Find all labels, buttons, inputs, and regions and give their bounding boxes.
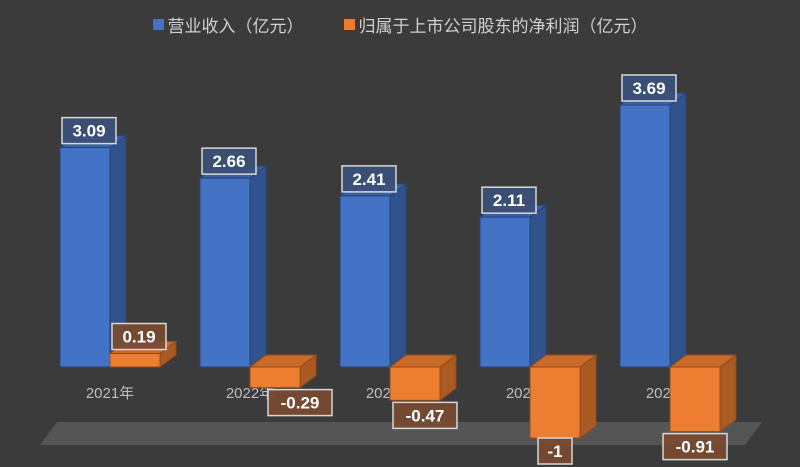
data-label: 3.09 (72, 122, 105, 141)
bar-side (669, 92, 687, 368)
legend-swatch-revenue (152, 19, 164, 30)
data-label-box (267, 388, 333, 417)
data-label-box (392, 401, 458, 430)
category-label: 2021年 (86, 385, 134, 402)
net-profit-bar (669, 366, 721, 433)
legend-item-net-profit: 归属于上市公司股东的净利润（亿元） (343, 12, 648, 37)
data-label: 3.69 (632, 79, 665, 98)
data-label: 2.41 (352, 170, 385, 189)
legend-label-revenue: 营业收入（亿元） (167, 17, 304, 37)
data-label-box (201, 147, 257, 175)
data-label-box (621, 74, 677, 102)
revenue-bar (619, 104, 671, 368)
net-profit-bar (389, 366, 441, 401)
data-label-box (111, 322, 167, 351)
category-label: 2022年 (226, 385, 274, 402)
bar-side (389, 182, 407, 368)
net-profit-bar (529, 366, 581, 439)
data-label-box (537, 437, 573, 465)
data-label: -0.91 (676, 438, 715, 457)
legend-item-revenue: 营业收入（亿元） (152, 12, 304, 37)
data-label: -0.29 (281, 394, 320, 413)
data-label-box (341, 165, 397, 193)
data-label-box (61, 116, 117, 145)
bar-side (719, 354, 737, 433)
data-label-box (481, 186, 537, 214)
data-label: 2.66 (212, 152, 245, 171)
legend-label-net-profit: 归属于上市公司股东的净利润（亿元） (358, 17, 648, 37)
bar-side (249, 165, 267, 368)
revenue-bar (339, 195, 391, 368)
legend: 营业收入（亿元） 归属于上市公司股东的净利润（亿元） (0, 12, 800, 37)
net-profit-bar (249, 366, 301, 389)
revenue-bar (59, 147, 111, 368)
bar-side (579, 354, 597, 439)
data-label: 0.19 (122, 328, 155, 347)
revenue-bar (199, 177, 251, 368)
data-label: 2.11 (493, 191, 525, 210)
revenue-bar (479, 216, 531, 368)
data-label: -1 (547, 442, 562, 461)
net-profit-bar (109, 353, 161, 368)
bar-side (529, 204, 547, 368)
data-label-box (662, 432, 728, 461)
legend-swatch-net-profit (343, 19, 355, 30)
data-label: -0.47 (406, 406, 445, 425)
